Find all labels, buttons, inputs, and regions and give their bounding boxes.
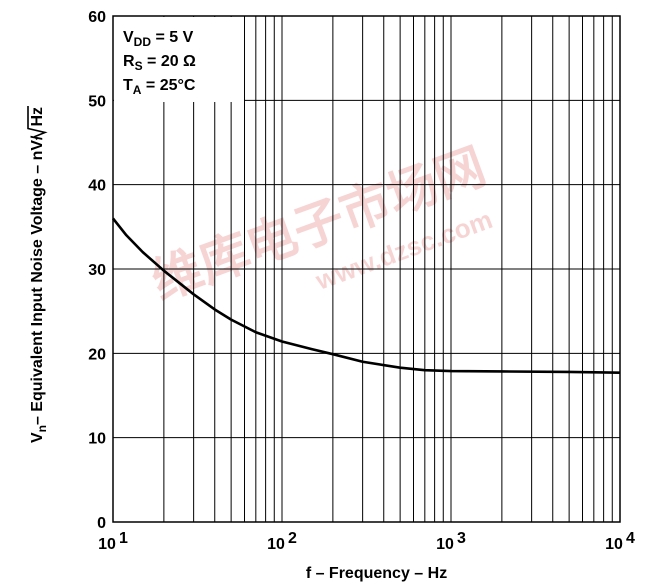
grid xyxy=(113,16,620,522)
y-tick-label: 50 xyxy=(88,93,106,110)
x-tick-label: 10 4 xyxy=(605,530,635,553)
y-tick-labels: 0 10 20 30 40 50 60 xyxy=(88,9,106,532)
condition-line: RS = 20 Ω xyxy=(123,53,196,73)
conditions-box: VDD = 5 V RS = 20 Ω TA = 25°C xyxy=(114,17,244,102)
y-axis-label-text: Vn– Equivalent Input Noise Voltage – nV/… xyxy=(29,107,49,443)
y-tick-label: 30 xyxy=(88,262,106,279)
conditions-background xyxy=(114,17,244,102)
x-tick-labels: 10 1 10 2 10 3 10 4 xyxy=(98,530,635,553)
condition-line: TA = 25°C xyxy=(123,77,196,97)
x-tick-label: 10 3 xyxy=(436,530,466,553)
noise-voltage-curve xyxy=(111,217,621,375)
y-axis-label: Vn– Equivalent Input Noise Voltage – nV/… xyxy=(27,105,49,443)
y-tick-label: 60 xyxy=(88,9,106,26)
sqrt-radical xyxy=(27,105,48,140)
y-tick-label: 0 xyxy=(97,515,106,532)
x-tick-label: 10 1 xyxy=(98,530,128,553)
x-axis-label: f – Frequency – Hz xyxy=(306,565,447,582)
x-tick-label: 10 2 xyxy=(267,530,297,553)
y-tick-label: 10 xyxy=(88,431,106,448)
condition-line: VDD = 5 V xyxy=(123,29,194,49)
y-tick-label: 20 xyxy=(88,346,106,363)
plot-frame xyxy=(112,15,621,523)
y-tick-label: 40 xyxy=(88,178,106,195)
